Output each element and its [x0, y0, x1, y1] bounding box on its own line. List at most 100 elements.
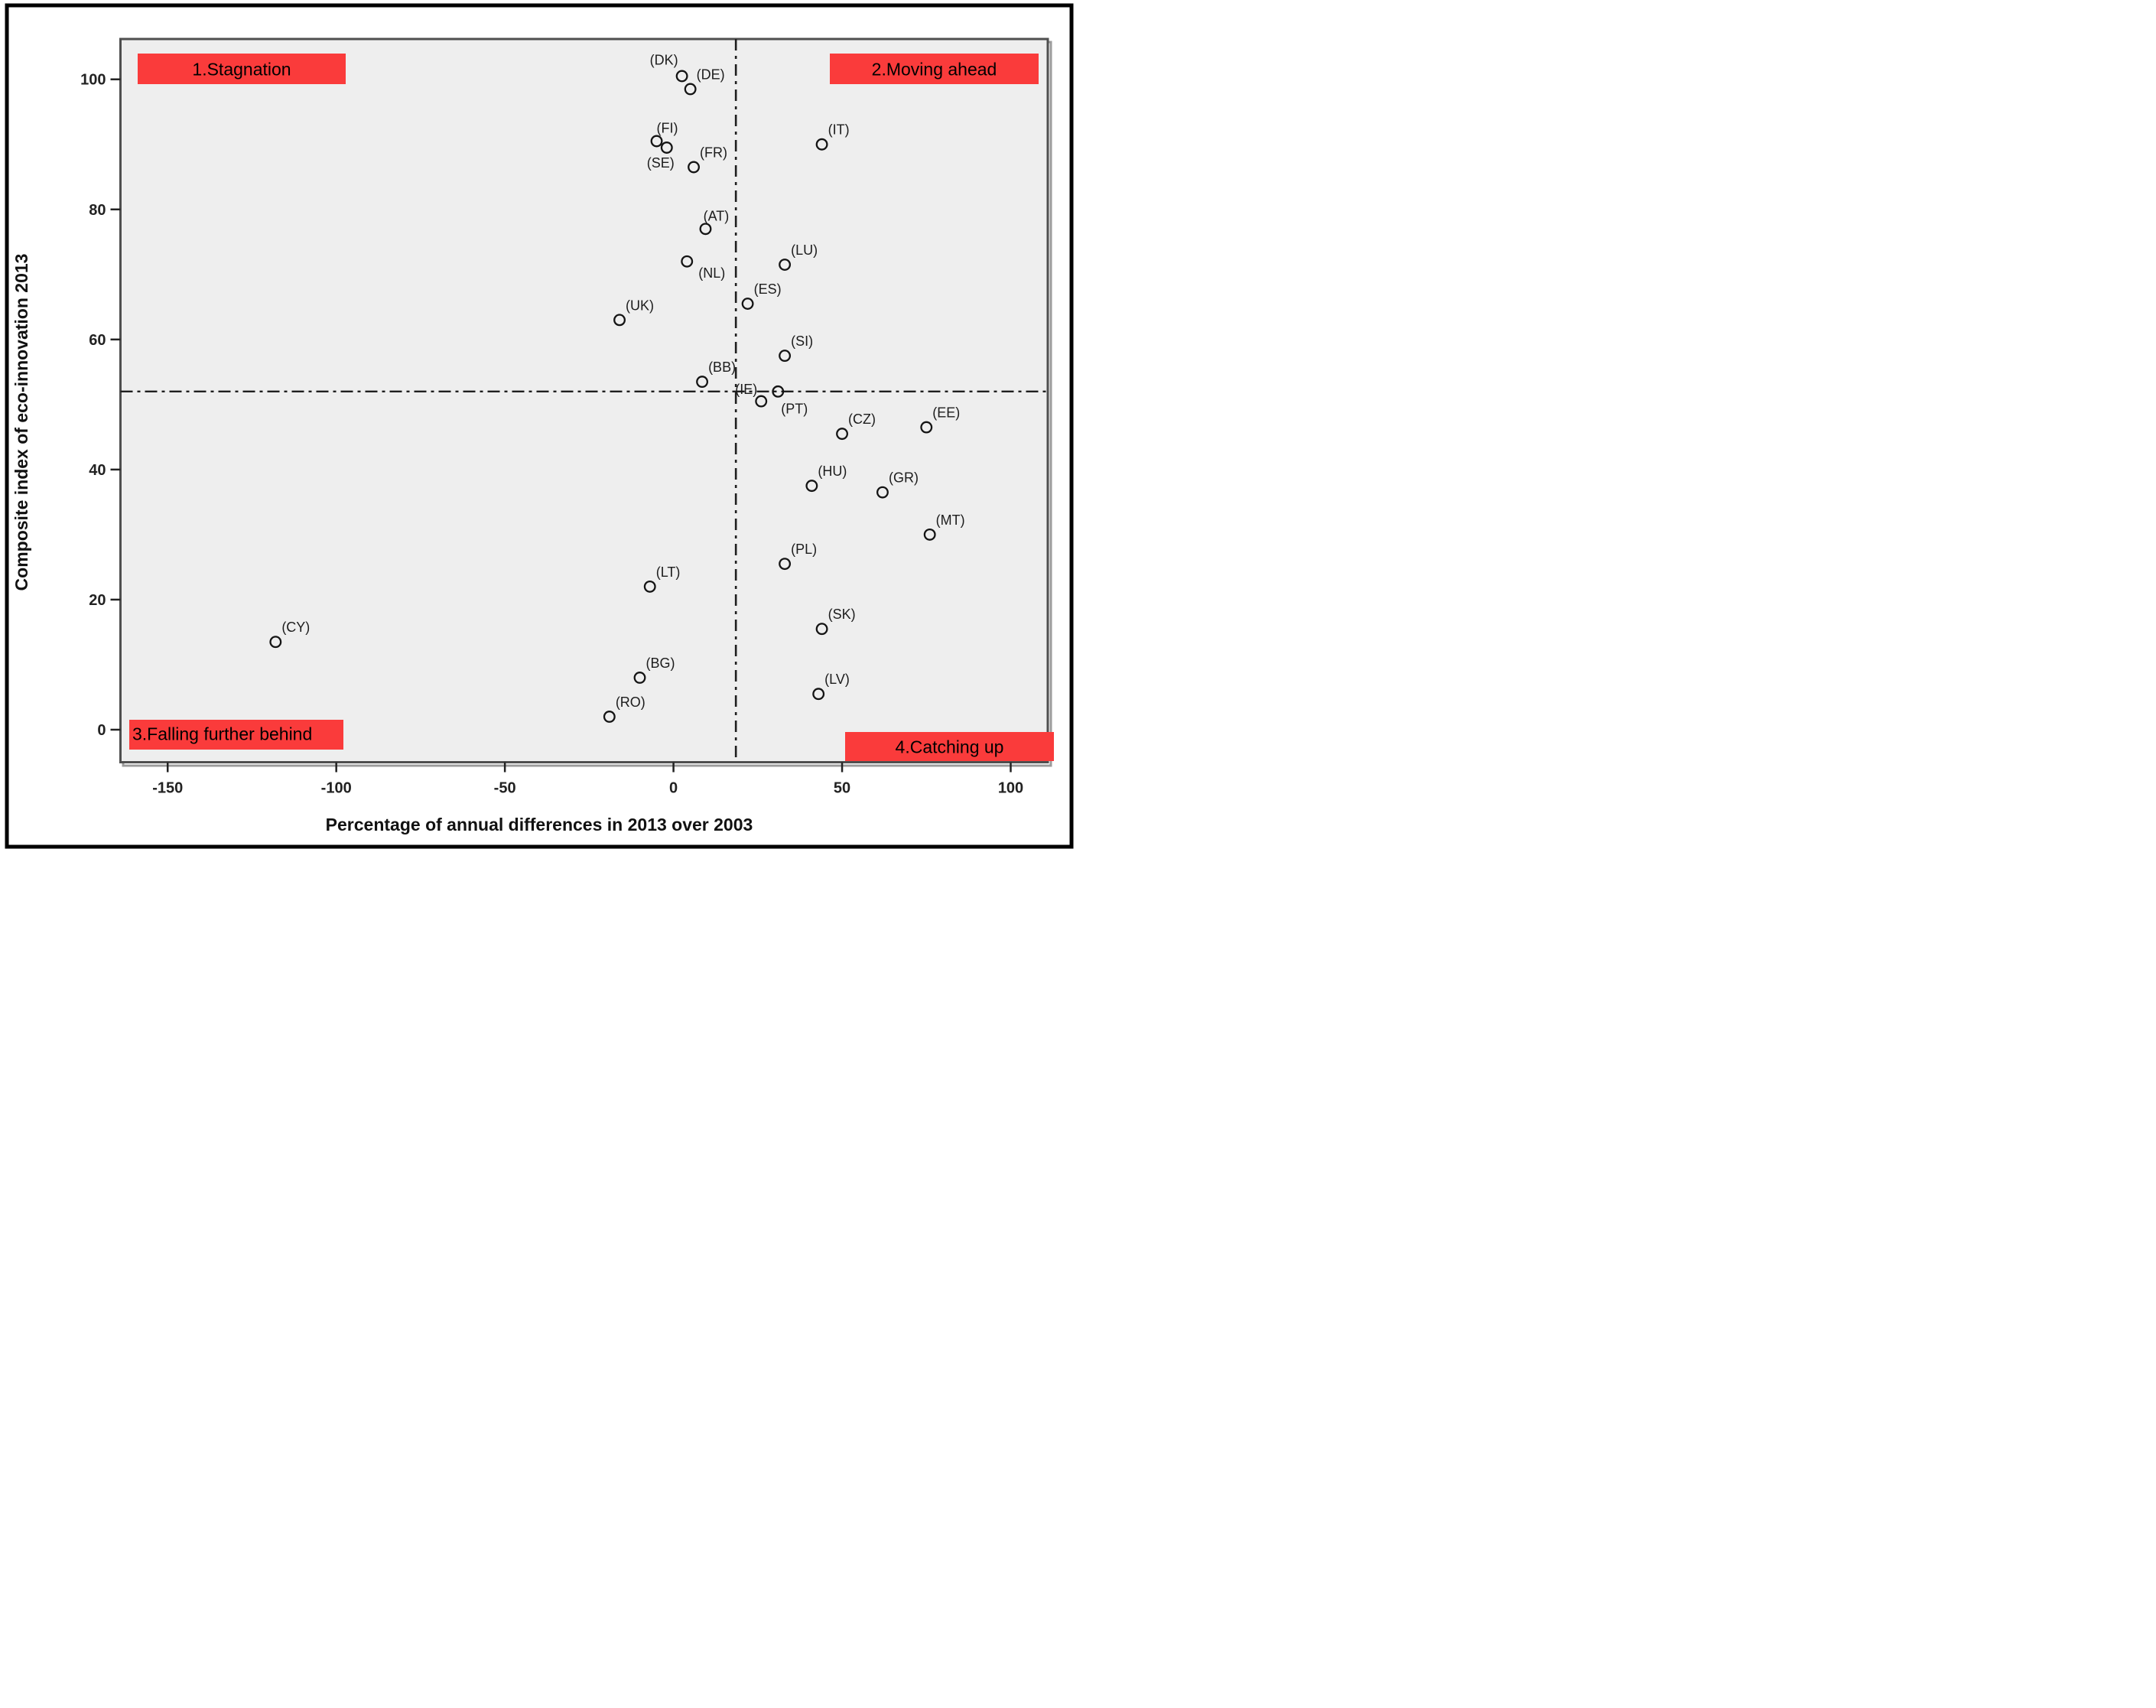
data-point-group: (CY) [269, 620, 310, 649]
plot-area [119, 37, 1049, 763]
quadrant-text: 2.Moving ahead [872, 59, 997, 79]
data-point-label: (CZ) [848, 412, 876, 427]
data-point-group: (PT) [755, 395, 808, 417]
y-tick-label: 100 [80, 72, 106, 89]
data-point-label: (PT) [781, 402, 808, 417]
x-tick-label: -50 [494, 780, 516, 797]
quadrant-label-bottom-right: 4.Catching up [845, 732, 1054, 761]
data-point [815, 138, 828, 151]
data-point-label: (HU) [818, 464, 847, 479]
quadrant-box [845, 732, 1054, 761]
data-point [812, 688, 825, 701]
data-point [741, 298, 754, 311]
data-point [772, 385, 785, 398]
data-point-label: (ES) [754, 281, 782, 297]
data-point-group: (IT) [815, 122, 850, 151]
x-axis-title: Percentage of annual differences in 2013… [326, 815, 753, 834]
data-point-label: (LU) [791, 242, 818, 258]
data-point-group: (LU) [779, 242, 818, 271]
quadrant-label-top-left: 1.Stagnation [138, 54, 346, 84]
data-point-group: (AT) [699, 208, 730, 236]
data-point [688, 161, 700, 174]
data-point-label: (DK) [650, 52, 678, 67]
y-axis-title: Composite index of eco-innovation 2013 [11, 254, 31, 591]
x-tick-label: -150 [152, 780, 183, 797]
data-points-layer: (DK) (DE) (FI) (SE) (FR) (IT) (AT) (NL) (LU) (ES)… [269, 52, 965, 723]
y-tick-label: 40 [89, 462, 106, 479]
data-point-group: (MT) [923, 512, 965, 541]
data-point [681, 255, 694, 268]
y-tick-label: 20 [89, 592, 106, 609]
data-point-label: (SI) [791, 333, 813, 349]
eco-innovation-scatter-chart: 1.Stagnation 2.Moving ahead 3.Falling furt… [5, 3, 1074, 849]
quadrant-text: 1.Stagnation [192, 59, 291, 79]
data-point-label: (NL) [698, 265, 725, 281]
data-point-group: (NL) [681, 255, 725, 281]
data-point [643, 580, 656, 593]
x-tick-label: 50 [834, 780, 850, 797]
data-point [633, 672, 646, 684]
data-point [603, 711, 616, 723]
data-point-group: (FI) [650, 120, 678, 148]
data-point-label: (RO) [616, 695, 645, 710]
data-point [696, 376, 709, 389]
data-point-group: (GR) [876, 470, 919, 499]
data-point-group: (CZ) [836, 412, 876, 441]
data-point [779, 558, 792, 571]
x-tick-label: -100 [321, 780, 352, 797]
data-point [923, 528, 936, 541]
data-point-group: (IE) [735, 382, 785, 398]
quadrant-text: 3.Falling further behind [132, 724, 312, 744]
data-point-group: (DK) [650, 52, 688, 83]
data-point [675, 70, 688, 83]
data-point-group: (PL) [779, 542, 817, 571]
data-point-label: (SK) [828, 607, 856, 622]
x-tick-label: 100 [998, 780, 1023, 797]
y-tick-label: 60 [89, 332, 106, 349]
data-point-group: (DE) [684, 67, 725, 96]
data-point [269, 636, 282, 649]
reference-lines-layer [120, 39, 1048, 763]
data-point-label: (EE) [932, 405, 960, 421]
axis-ticks-layer: -150 -100 -50 0 50 100 0 20 40 60 80 100 [80, 72, 1023, 797]
data-point [920, 421, 933, 434]
data-point-group: (SK) [815, 607, 856, 636]
data-point-group: (RO) [603, 695, 645, 723]
data-point-group: (UK) [613, 298, 654, 327]
data-point [805, 480, 818, 493]
data-point [755, 395, 768, 408]
data-point [650, 135, 663, 148]
data-point [779, 259, 792, 271]
data-point [815, 623, 828, 636]
data-point-group: (ES) [741, 281, 782, 311]
data-point-label: (UK) [626, 298, 654, 313]
data-point-group: (SI) [779, 333, 813, 363]
quadrant-box [129, 720, 343, 750]
y-tick-label: 0 [97, 722, 106, 739]
data-point-label: (BB) [708, 359, 736, 375]
data-point-label: (DE) [697, 67, 725, 82]
data-point [613, 314, 626, 327]
data-point-label: (MT) [936, 512, 965, 528]
data-point-label: (LV) [824, 672, 850, 687]
data-point-label: (FR) [700, 145, 727, 161]
data-point-group: (FR) [688, 145, 727, 174]
data-point-group: (EE) [920, 405, 960, 434]
data-point-group: (LT) [643, 564, 680, 593]
data-point-group: (BB) [696, 359, 736, 389]
data-point [684, 83, 697, 96]
data-point-label: (SE) [647, 155, 675, 171]
data-point [699, 223, 712, 236]
data-point-label: (AT) [704, 208, 730, 223]
data-point-label: (BG) [646, 656, 675, 671]
data-point-label: (CY) [281, 620, 310, 635]
quadrant-box [138, 54, 346, 84]
eco-innovation-figure: 1.Stagnation 2.Moving ahead 3.Falling furt… [0, 0, 1078, 854]
data-point-label: (FI) [657, 120, 678, 135]
data-point [779, 350, 792, 363]
quadrant-label-bottom-left: 3.Falling further behind [129, 720, 343, 750]
data-point [876, 486, 889, 499]
data-point-group: (BG) [633, 656, 675, 684]
data-point-label: (PL) [791, 542, 817, 557]
quadrant-label-top-right: 2.Moving ahead [830, 54, 1039, 84]
